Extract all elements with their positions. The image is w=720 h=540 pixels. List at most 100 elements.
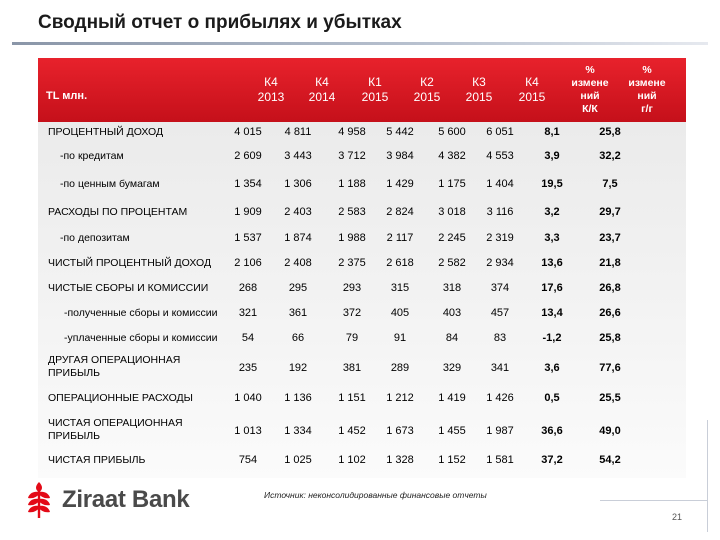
row-value: 2 319 xyxy=(486,232,514,244)
row-value: 3 116 xyxy=(486,206,514,218)
row-value: 26,6 xyxy=(599,307,621,319)
row-value: 289 xyxy=(390,362,410,374)
row-value: 1 175 xyxy=(438,178,466,190)
row-value: 5 600 xyxy=(438,126,466,138)
row-value: 329 xyxy=(442,362,462,374)
row-value: 2 582 xyxy=(438,257,466,269)
row-value: 0,5 xyxy=(544,392,560,404)
row-value: 1 429 xyxy=(386,178,414,190)
row-value: 54,2 xyxy=(599,454,621,466)
row-value: 361 xyxy=(288,307,308,319)
table-header: TL млн. К4 2013 К4 2014 К1 2015 К2 2015 … xyxy=(38,58,686,122)
row-value: 77,6 xyxy=(599,362,621,374)
row-value: 3,3 xyxy=(544,232,560,244)
row-value: 318 xyxy=(442,282,462,294)
row-value: 29,7 xyxy=(599,206,621,218)
row-value: 37,2 xyxy=(541,454,563,466)
row-value: 3,6 xyxy=(544,362,560,374)
table-row: ЧИСТАЯ ПРИБЫЛЬ 754 1 025 1 102 1 328 1 152 1 5… xyxy=(38,452,686,470)
header-col-q4-2014: К4 2014 xyxy=(308,75,336,104)
row-label: ЧИСТАЯ ПРИБЫЛЬ xyxy=(48,454,146,466)
row-value: 19,5 xyxy=(541,178,563,190)
income-statement-table xyxy=(38,58,686,478)
row-value: 321 xyxy=(238,307,258,319)
header-col-pct-yoy: % измене ний г/г xyxy=(628,64,666,115)
table-row: ЧИСТАЯ ОПЕРАЦИОННАЯ ПРИБЫЛЬ 1 013 1 334 1 4… xyxy=(38,417,686,447)
row-value: 4 553 xyxy=(486,150,514,162)
row-value: 1 040 xyxy=(234,392,262,404)
row-value: 1 013 xyxy=(234,425,262,437)
table-row: -уплаченные сборы и комиссии 54 66 79 91 84 83… xyxy=(38,330,686,350)
title-underline xyxy=(12,42,708,45)
row-value: 1 581 xyxy=(486,454,514,466)
row-value: 457 xyxy=(490,307,510,319)
header-col-pct-qoq: % измене ний К/К xyxy=(571,64,609,115)
row-value: 4 382 xyxy=(438,150,466,162)
row-value: 405 xyxy=(390,307,410,319)
table-row: ОПЕРАЦИОННЫЕ РАСХОДЫ 1 040 1 136 1 151 1 212… xyxy=(38,390,686,408)
frame-divider xyxy=(600,500,708,501)
table-row: ЧИСТЫЙ ПРОЦЕНТНЫЙ ДОХОД 2 106 2 408 2 375 2 … xyxy=(38,255,686,273)
ziraat-bank-logo: Ziraat Bank xyxy=(24,478,214,522)
row-label: ОПЕРАЦИОННЫЕ РАСХОДЫ xyxy=(48,392,193,404)
table-row: -полученные сборы и комиссии 321 361 372 405… xyxy=(38,305,686,325)
row-value: 1 426 xyxy=(486,392,514,404)
table-row: -по ценным бумагам 1 354 1 306 1 188 1 429 1 … xyxy=(38,176,686,196)
row-value: 1 988 xyxy=(338,232,366,244)
frame-divider-vertical xyxy=(707,420,708,532)
source-note: Источник: неконсолидированные финансовые… xyxy=(264,490,487,500)
row-value: 1 328 xyxy=(386,454,414,466)
row-label: -по ценным бумагам xyxy=(60,178,160,190)
logo-text: Ziraat Bank xyxy=(62,486,190,513)
row-value: 13,4 xyxy=(541,307,563,319)
row-value: 4 958 xyxy=(338,126,366,138)
row-value: 3 712 xyxy=(338,150,366,162)
row-value: 3 443 xyxy=(284,150,312,162)
row-value: 2 245 xyxy=(438,232,466,244)
row-value: 372 xyxy=(342,307,362,319)
row-value: 25,8 xyxy=(599,126,621,138)
row-value: 1 909 xyxy=(234,206,262,218)
row-value: 1 136 xyxy=(284,392,312,404)
row-value: 403 xyxy=(442,307,462,319)
row-label: ЧИСТАЯ ОПЕРАЦИОННАЯ ПРИБЫЛЬ xyxy=(48,417,183,442)
row-value: 374 xyxy=(490,282,510,294)
row-label: -по кредитам xyxy=(60,150,124,162)
row-label: ЧИСТЫЙ ПРОЦЕНТНЫЙ ДОХОД xyxy=(48,257,212,269)
row-value: 2 583 xyxy=(338,206,366,218)
row-value: 25,8 xyxy=(599,332,621,344)
row-value: 23,7 xyxy=(599,232,621,244)
row-value: 7,5 xyxy=(602,178,618,190)
row-value: 2 117 xyxy=(386,232,414,244)
row-value: 5 442 xyxy=(386,126,414,138)
header-unit-label: TL млн. xyxy=(46,90,88,102)
header-col-q4-2013: К4 2013 xyxy=(257,75,285,104)
row-value: 91 xyxy=(393,332,407,344)
header-col-q2-2015: К2 2015 xyxy=(413,75,441,104)
row-value: 268 xyxy=(238,282,258,294)
row-value: 1 987 xyxy=(486,425,514,437)
row-value: 25,5 xyxy=(599,392,621,404)
table-row: ПРОЦЕНТНЫЙ ДОХОД 4 015 4 811 4 958 5 442 5 60… xyxy=(38,124,686,142)
row-value: 341 xyxy=(490,362,510,374)
row-value: 315 xyxy=(390,282,410,294)
row-value: 381 xyxy=(342,362,362,374)
row-value: 2 618 xyxy=(386,257,414,269)
row-label: ДРУГАЯ ОПЕРАЦИОННАЯ ПРИБЫЛЬ xyxy=(48,354,181,379)
row-label: РАСХОДЫ ПО ПРОЦЕНТАМ xyxy=(48,206,188,218)
row-value: 3 018 xyxy=(438,206,466,218)
row-value: 13,6 xyxy=(541,257,563,269)
row-value: 8,1 xyxy=(544,126,560,138)
row-value: 2 824 xyxy=(386,206,414,218)
row-value: 1 152 xyxy=(438,454,466,466)
row-value: 49,0 xyxy=(599,425,621,437)
row-value: 2 375 xyxy=(338,257,366,269)
row-value: 1 212 xyxy=(386,392,414,404)
row-value: 83 xyxy=(493,332,507,344)
header-col-q3-2015: К3 2015 xyxy=(465,75,493,104)
row-value: 235 xyxy=(238,362,258,374)
row-value: 1 306 xyxy=(284,178,312,190)
row-value: 1 354 xyxy=(234,178,262,190)
row-label: -полученные сборы и комиссии xyxy=(64,307,218,319)
header-col-q1-2015: К1 2015 xyxy=(361,75,389,104)
